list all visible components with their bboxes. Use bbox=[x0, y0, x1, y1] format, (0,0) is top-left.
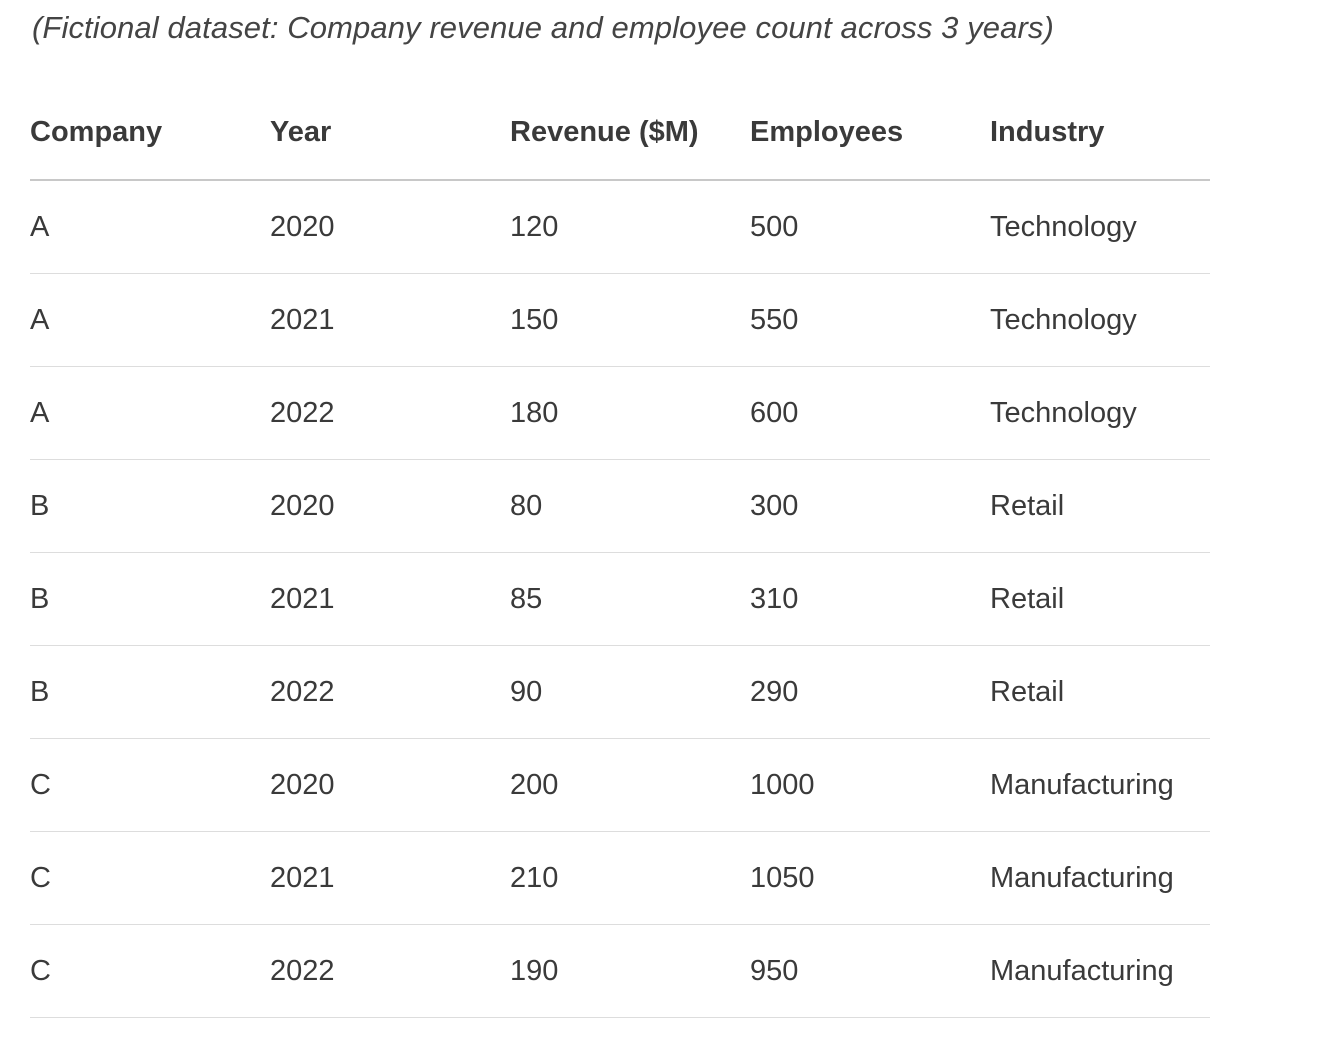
cell-year: 2022 bbox=[270, 645, 510, 739]
table-row: B 2020 80 300 Retail bbox=[30, 459, 1210, 553]
cell-industry: Retail bbox=[990, 645, 1210, 739]
cell-revenue: 190 bbox=[510, 924, 750, 1018]
table-row: A 2020 120 500 Technology bbox=[30, 180, 1210, 274]
company-data-table: Company Year Revenue ($M) Employees Indu… bbox=[30, 86, 1210, 1018]
cell-company: C bbox=[30, 924, 270, 1018]
cell-company: C bbox=[30, 738, 270, 832]
cell-employees: 310 bbox=[750, 552, 990, 646]
cell-company: B bbox=[30, 459, 270, 553]
cell-company: C bbox=[30, 831, 270, 925]
table-row: C 2020 200 1000 Manufacturing bbox=[30, 738, 1210, 832]
table-caption: (Fictional dataset: Company revenue and … bbox=[32, 10, 1054, 45]
cell-company: B bbox=[30, 645, 270, 739]
table-row: A 2021 150 550 Technology bbox=[30, 273, 1210, 367]
table-row: B 2021 85 310 Retail bbox=[30, 552, 1210, 646]
cell-employees: 290 bbox=[750, 645, 990, 739]
cell-industry: Technology bbox=[990, 366, 1210, 460]
table-row: C 2022 190 950 Manufacturing bbox=[30, 924, 1210, 1018]
column-header-revenue: Revenue ($M) bbox=[510, 86, 750, 181]
cell-revenue: 90 bbox=[510, 645, 750, 739]
cell-year: 2022 bbox=[270, 366, 510, 460]
cell-company: A bbox=[30, 180, 270, 274]
cell-industry: Retail bbox=[990, 552, 1210, 646]
cell-year: 2020 bbox=[270, 738, 510, 832]
cell-year: 2020 bbox=[270, 459, 510, 553]
cell-industry: Technology bbox=[990, 180, 1210, 274]
cell-year: 2020 bbox=[270, 180, 510, 274]
cell-employees: 950 bbox=[750, 924, 990, 1018]
cell-employees: 500 bbox=[750, 180, 990, 274]
cell-industry: Technology bbox=[990, 273, 1210, 367]
cell-employees: 1050 bbox=[750, 831, 990, 925]
cell-year: 2022 bbox=[270, 924, 510, 1018]
column-header-employees: Employees bbox=[750, 86, 990, 181]
cell-company: A bbox=[30, 273, 270, 367]
table-row: B 2022 90 290 Retail bbox=[30, 645, 1210, 739]
cell-revenue: 200 bbox=[510, 738, 750, 832]
cell-employees: 1000 bbox=[750, 738, 990, 832]
cell-year: 2021 bbox=[270, 552, 510, 646]
cell-year: 2021 bbox=[270, 831, 510, 925]
cell-year: 2021 bbox=[270, 273, 510, 367]
cell-industry: Manufacturing bbox=[990, 924, 1210, 1018]
cell-revenue: 120 bbox=[510, 180, 750, 274]
column-header-year: Year bbox=[270, 86, 510, 181]
cell-company: A bbox=[30, 366, 270, 460]
cell-employees: 550 bbox=[750, 273, 990, 367]
cell-revenue: 80 bbox=[510, 459, 750, 553]
cell-employees: 300 bbox=[750, 459, 990, 553]
cell-industry: Manufacturing bbox=[990, 831, 1210, 925]
column-header-industry: Industry bbox=[990, 86, 1210, 181]
cell-industry: Retail bbox=[990, 459, 1210, 553]
column-header-company: Company bbox=[30, 86, 270, 181]
cell-revenue: 150 bbox=[510, 273, 750, 367]
table-row: C 2021 210 1050 Manufacturing bbox=[30, 831, 1210, 925]
table-row: A 2022 180 600 Technology bbox=[30, 366, 1210, 460]
cell-revenue: 85 bbox=[510, 552, 750, 646]
cell-industry: Manufacturing bbox=[990, 738, 1210, 832]
cell-revenue: 210 bbox=[510, 831, 750, 925]
table-header-row: Company Year Revenue ($M) Employees Indu… bbox=[30, 86, 1210, 181]
cell-employees: 600 bbox=[750, 366, 990, 460]
cell-company: B bbox=[30, 552, 270, 646]
cell-revenue: 180 bbox=[510, 366, 750, 460]
